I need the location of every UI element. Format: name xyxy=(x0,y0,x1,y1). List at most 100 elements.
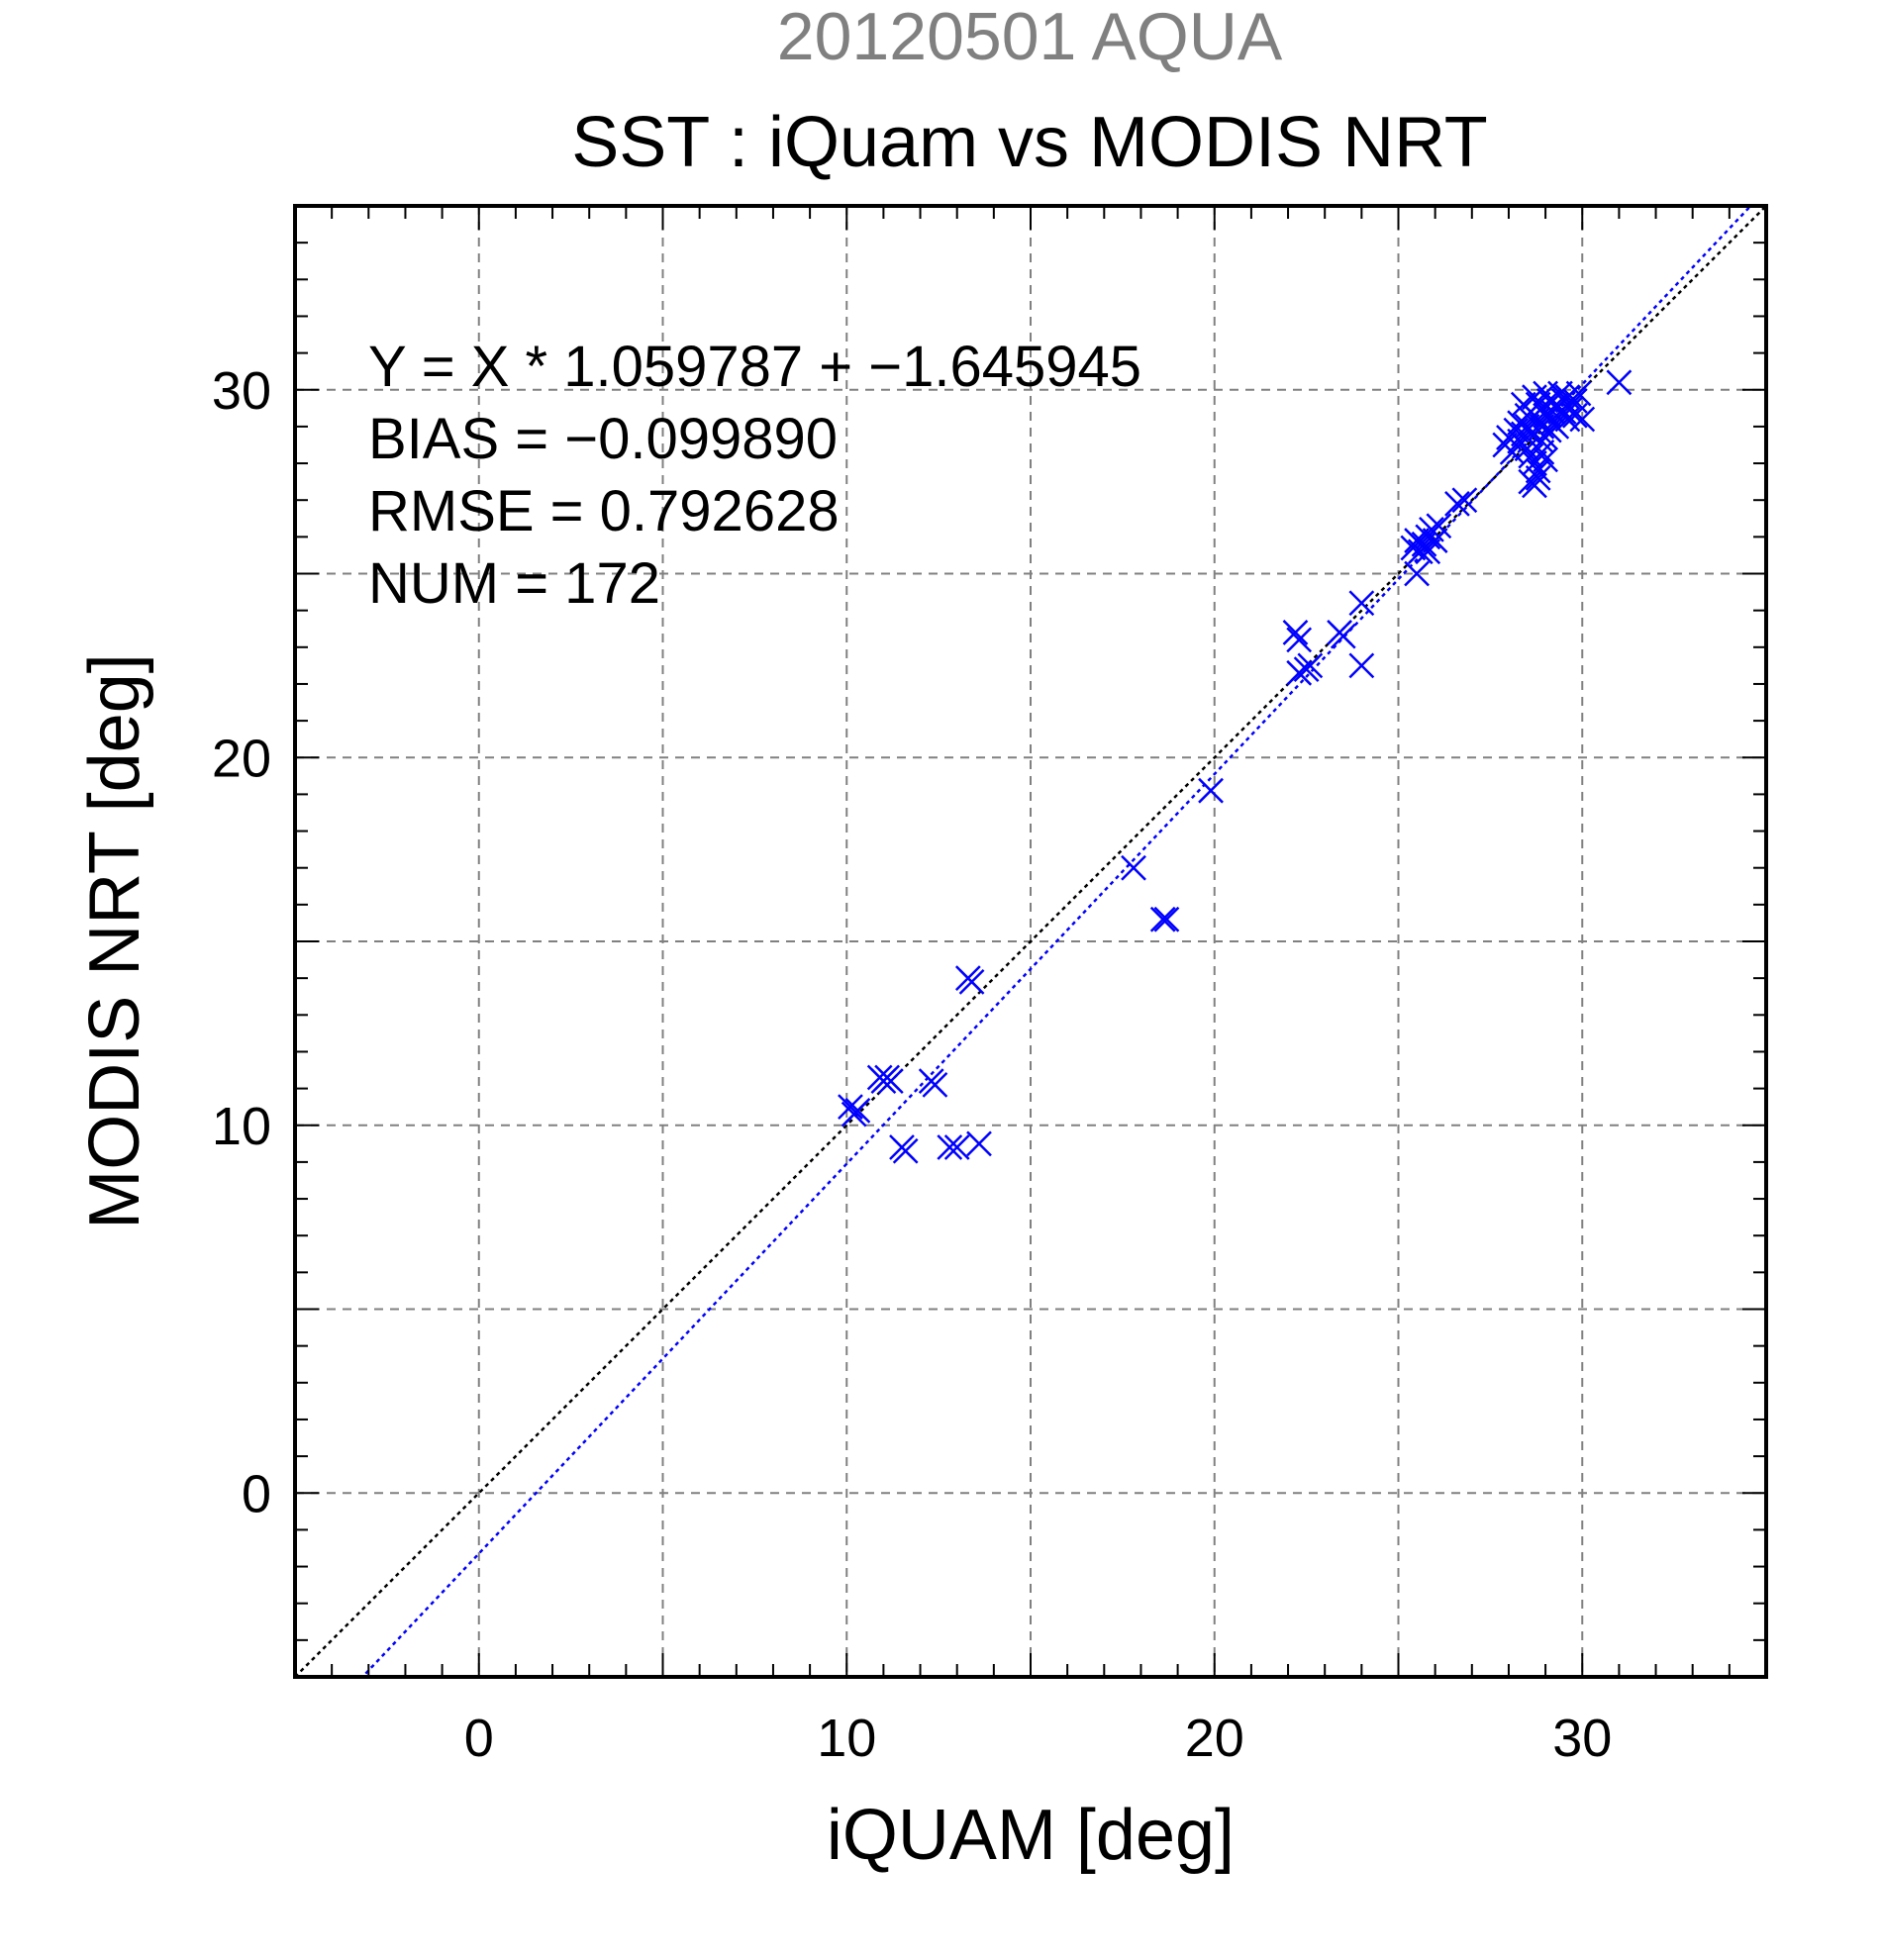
stats-annotation-line: NUM = 172 xyxy=(368,551,660,616)
data-point xyxy=(1444,491,1470,517)
data-point-stroke xyxy=(1569,406,1596,433)
reference-lines xyxy=(295,206,1766,1677)
data-point-stroke xyxy=(844,1098,871,1124)
data-point-stroke xyxy=(892,1137,919,1164)
data-point-stroke xyxy=(958,968,985,995)
grid-lines xyxy=(295,206,1766,1677)
data-point xyxy=(1606,369,1633,396)
data-point-stroke xyxy=(1404,560,1430,587)
data-point xyxy=(1153,906,1180,932)
data-point xyxy=(1422,528,1448,553)
chart-title: SST : iQuam vs MODIS NRT xyxy=(571,103,1488,182)
data-point-stroke xyxy=(1348,652,1375,679)
stats-annotation-line: RMSE = 0.792628 xyxy=(368,479,840,543)
data-point-stroke xyxy=(1407,539,1434,565)
data-point-stroke xyxy=(877,1068,904,1095)
data-point xyxy=(1286,627,1313,653)
data-point-stroke xyxy=(937,1134,963,1160)
data-points xyxy=(838,369,1633,1164)
data-point xyxy=(966,1130,992,1157)
data-point xyxy=(838,1094,863,1121)
data-point-stroke xyxy=(1286,659,1313,686)
data-point-stroke xyxy=(1330,623,1356,649)
regression-fit-line xyxy=(360,206,1753,1677)
data-point xyxy=(1330,623,1356,649)
data-point xyxy=(1518,421,1544,447)
data-point-stroke xyxy=(1198,777,1224,804)
x-axis-label: iQUAM [deg] xyxy=(827,1796,1235,1875)
data-point xyxy=(937,1134,963,1160)
x-tick-label: 10 xyxy=(817,1709,876,1768)
data-point xyxy=(1198,777,1224,804)
data-point-stroke xyxy=(1525,457,1551,484)
data-point xyxy=(1525,465,1551,491)
data-point-stroke xyxy=(966,1130,992,1157)
data-point xyxy=(958,968,985,995)
data-point-stroke xyxy=(1419,517,1444,542)
axis-ticks xyxy=(295,206,1766,1677)
y-tick-label: 30 xyxy=(212,361,271,421)
data-point-stroke xyxy=(1451,487,1478,514)
data-point-stroke xyxy=(1522,472,1547,499)
data-point xyxy=(1550,388,1577,414)
data-point xyxy=(1561,402,1588,429)
data-point-stroke xyxy=(1529,428,1555,454)
data-point xyxy=(1507,428,1533,454)
data-point-stroke xyxy=(1533,402,1558,429)
data-point-stroke xyxy=(1415,539,1441,565)
data-point-stroke xyxy=(1426,513,1452,539)
data-point-stroke xyxy=(838,1094,863,1121)
x-tick-label: 0 xyxy=(464,1709,494,1768)
data-point-stroke xyxy=(1561,402,1588,429)
data-point-stroke xyxy=(943,1134,970,1160)
data-point xyxy=(1404,560,1430,587)
data-point xyxy=(1407,539,1434,565)
data-point xyxy=(1529,428,1555,454)
tick-labels: 0 10 20 30 0 10 20 30 xyxy=(212,361,1612,1768)
data-point xyxy=(1522,472,1547,499)
data-point xyxy=(943,1134,970,1160)
data-point-stroke xyxy=(1507,428,1533,454)
data-point xyxy=(1565,380,1592,407)
data-point xyxy=(922,1072,948,1098)
data-point xyxy=(1297,652,1324,679)
y-tick-label: 0 xyxy=(242,1464,271,1523)
y-axis-label: MODIS NRT [deg] xyxy=(75,653,154,1229)
data-point-stroke xyxy=(1565,380,1592,407)
data-point-stroke xyxy=(1510,421,1536,447)
y-tick-label: 10 xyxy=(212,1097,271,1156)
data-point-stroke xyxy=(1282,620,1309,645)
chart-supertitle: 20120501 AQUA xyxy=(777,0,1283,74)
data-point xyxy=(1348,652,1375,679)
data-point-stroke xyxy=(1149,906,1176,932)
stats-annotations: Y = X * 1.059787 + −1.645945 BIAS = −0.09… xyxy=(368,335,1141,616)
data-point xyxy=(1451,487,1478,514)
one-to-one-line xyxy=(295,206,1766,1677)
data-point xyxy=(1282,620,1309,645)
y-tick-label: 20 xyxy=(212,729,271,788)
data-point xyxy=(892,1137,919,1164)
x-tick-label: 30 xyxy=(1552,1709,1612,1768)
data-point xyxy=(1348,590,1375,617)
data-point-stroke xyxy=(1422,528,1448,553)
data-point-stroke xyxy=(1525,465,1551,491)
data-point xyxy=(1426,513,1452,539)
data-point xyxy=(1415,539,1441,565)
stats-annotation-line: BIAS = −0.099890 xyxy=(368,407,838,471)
data-point xyxy=(844,1098,871,1124)
data-point-stroke xyxy=(1348,590,1375,617)
data-point-stroke xyxy=(1121,854,1146,881)
data-point-stroke xyxy=(1286,627,1313,653)
x-tick-label: 20 xyxy=(1185,1709,1244,1768)
data-point-stroke xyxy=(1153,906,1180,932)
data-point xyxy=(1149,906,1176,932)
data-point-stroke xyxy=(1444,491,1470,517)
data-point xyxy=(1533,402,1558,429)
data-point xyxy=(1121,854,1146,881)
data-point-stroke xyxy=(1606,369,1633,396)
plot-frame xyxy=(293,204,1768,1679)
data-point-stroke xyxy=(1535,417,1562,443)
data-point-stroke xyxy=(922,1072,948,1098)
data-point-stroke xyxy=(1518,421,1544,447)
